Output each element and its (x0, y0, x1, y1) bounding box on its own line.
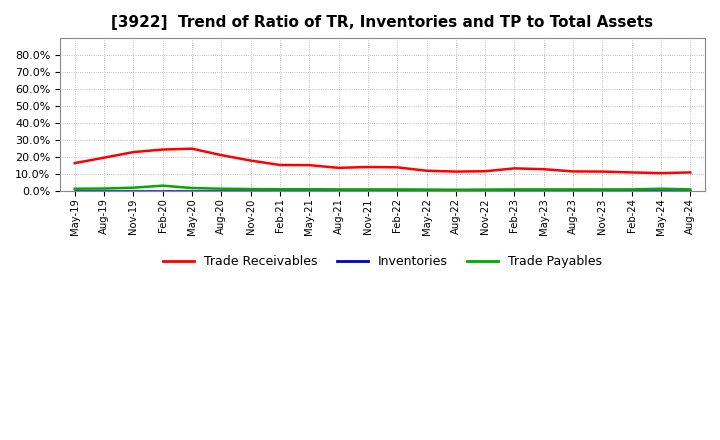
Legend: Trade Receivables, Inventories, Trade Payables: Trade Receivables, Inventories, Trade Pa… (158, 250, 607, 273)
Title: [3922]  Trend of Ratio of TR, Inventories and TP to Total Assets: [3922] Trend of Ratio of TR, Inventories… (112, 15, 654, 30)
